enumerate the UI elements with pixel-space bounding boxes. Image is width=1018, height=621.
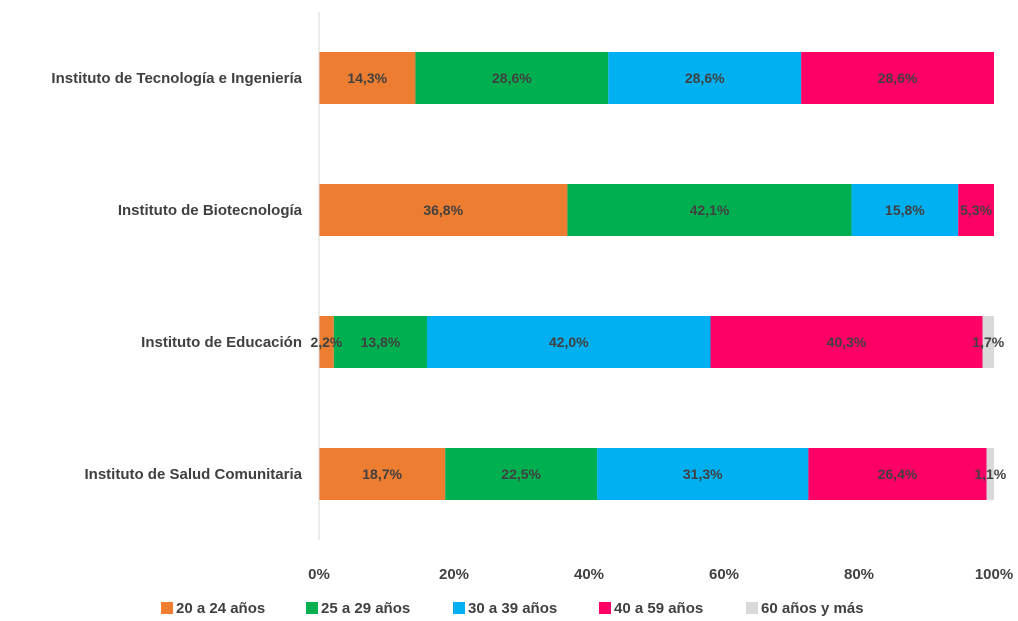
legend-swatch — [746, 602, 758, 614]
data-label: 14,3% — [347, 70, 387, 86]
bar-segment — [415, 52, 609, 104]
x-axis-tick-labels: 0% 20% 40% 60% 80% 100% — [308, 566, 1013, 583]
data-label: 42,1% — [690, 202, 730, 218]
category-label: Instituto de Tecnología e Ingeniería — [51, 70, 302, 87]
data-label: 15,8% — [885, 202, 925, 218]
data-label: 40,3% — [827, 334, 867, 350]
bars-group — [319, 52, 994, 500]
data-label: 5,3% — [960, 202, 992, 218]
x-tick-label: 100% — [975, 566, 1013, 583]
data-label: 1,1% — [974, 466, 1006, 482]
data-label: 13,8% — [361, 334, 401, 350]
x-tick-label: 20% — [439, 566, 469, 583]
x-tick-label: 0% — [308, 566, 330, 583]
bar-segment — [851, 184, 959, 236]
bar-segment — [986, 448, 994, 500]
data-label: 28,6% — [878, 70, 918, 86]
data-label: 22,5% — [501, 466, 541, 482]
bar-segment — [982, 316, 994, 368]
data-label: 42,0% — [549, 334, 589, 350]
x-tick-label: 40% — [574, 566, 604, 583]
category-label: Instituto de Educación — [141, 334, 302, 351]
bar-segment — [319, 52, 416, 104]
bar-segment — [319, 448, 446, 500]
legend: 20 a 24 años 25 a 29 años 30 a 39 años 40 a… — [161, 600, 864, 617]
bar-segment — [710, 316, 983, 368]
legend-swatch — [599, 602, 611, 614]
data-labels: 14,3% 28,6% 28,6% 28,6% 36,8% 42,1% 15,8% 5,3% 2… — [310, 70, 1006, 482]
legend-swatch — [453, 602, 465, 614]
legend-swatch — [306, 602, 318, 614]
data-label: 2,2% — [310, 334, 342, 350]
bar-segment — [597, 448, 809, 500]
bar-segment — [608, 52, 802, 104]
bar-segment — [333, 316, 427, 368]
data-label: 28,6% — [685, 70, 725, 86]
bar-segment — [319, 184, 568, 236]
data-label: 36,8% — [423, 202, 463, 218]
category-label: Instituto de Biotecnología — [118, 202, 303, 219]
legend-label: 20 a 24 años — [176, 600, 265, 617]
category-label: Instituto de Salud Comunitaria — [84, 466, 302, 483]
bar-segment — [319, 316, 334, 368]
data-label: 18,7% — [362, 466, 402, 482]
legend-swatch — [161, 602, 173, 614]
legend-label: 60 años y más — [761, 600, 864, 617]
category-labels: Instituto de Tecnología e Ingeniería Inst… — [51, 70, 302, 483]
bar-segment — [958, 184, 994, 236]
bar-segment — [801, 52, 994, 104]
legend-label: 30 a 39 años — [468, 600, 557, 617]
bar-segment — [808, 448, 987, 500]
data-label: 1,7% — [972, 334, 1004, 350]
bar-segment — [567, 184, 852, 236]
data-label: 31,3% — [683, 466, 723, 482]
x-tick-label: 60% — [709, 566, 739, 583]
data-label: 26,4% — [878, 466, 918, 482]
legend-label: 25 a 29 años — [321, 600, 410, 617]
bar-segment — [445, 448, 598, 500]
bar-segment — [427, 316, 711, 368]
data-label: 28,6% — [492, 70, 532, 86]
x-tick-label: 80% — [844, 566, 874, 583]
legend-label: 40 a 59 años — [614, 600, 703, 617]
